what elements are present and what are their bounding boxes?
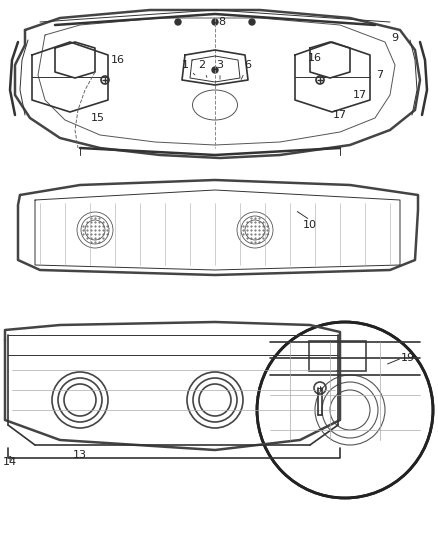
Text: 6: 6 [241, 60, 251, 79]
Text: 3: 3 [216, 60, 223, 79]
Text: 16: 16 [111, 55, 125, 65]
Text: 8: 8 [219, 17, 226, 27]
Circle shape [175, 19, 181, 25]
Text: 16: 16 [308, 53, 322, 63]
Text: 15: 15 [91, 113, 105, 123]
Text: 9: 9 [392, 33, 399, 43]
Circle shape [249, 19, 255, 25]
Circle shape [257, 322, 433, 498]
Text: 7: 7 [376, 70, 384, 80]
Text: 2: 2 [198, 60, 207, 77]
Text: 10: 10 [303, 220, 317, 230]
Text: 17: 17 [333, 110, 347, 120]
Text: 19: 19 [401, 353, 415, 363]
Text: 14: 14 [3, 457, 17, 467]
Text: 17: 17 [353, 90, 367, 100]
Text: 1: 1 [181, 60, 195, 75]
Circle shape [212, 67, 218, 73]
Circle shape [212, 19, 218, 25]
Text: 13: 13 [73, 450, 87, 460]
